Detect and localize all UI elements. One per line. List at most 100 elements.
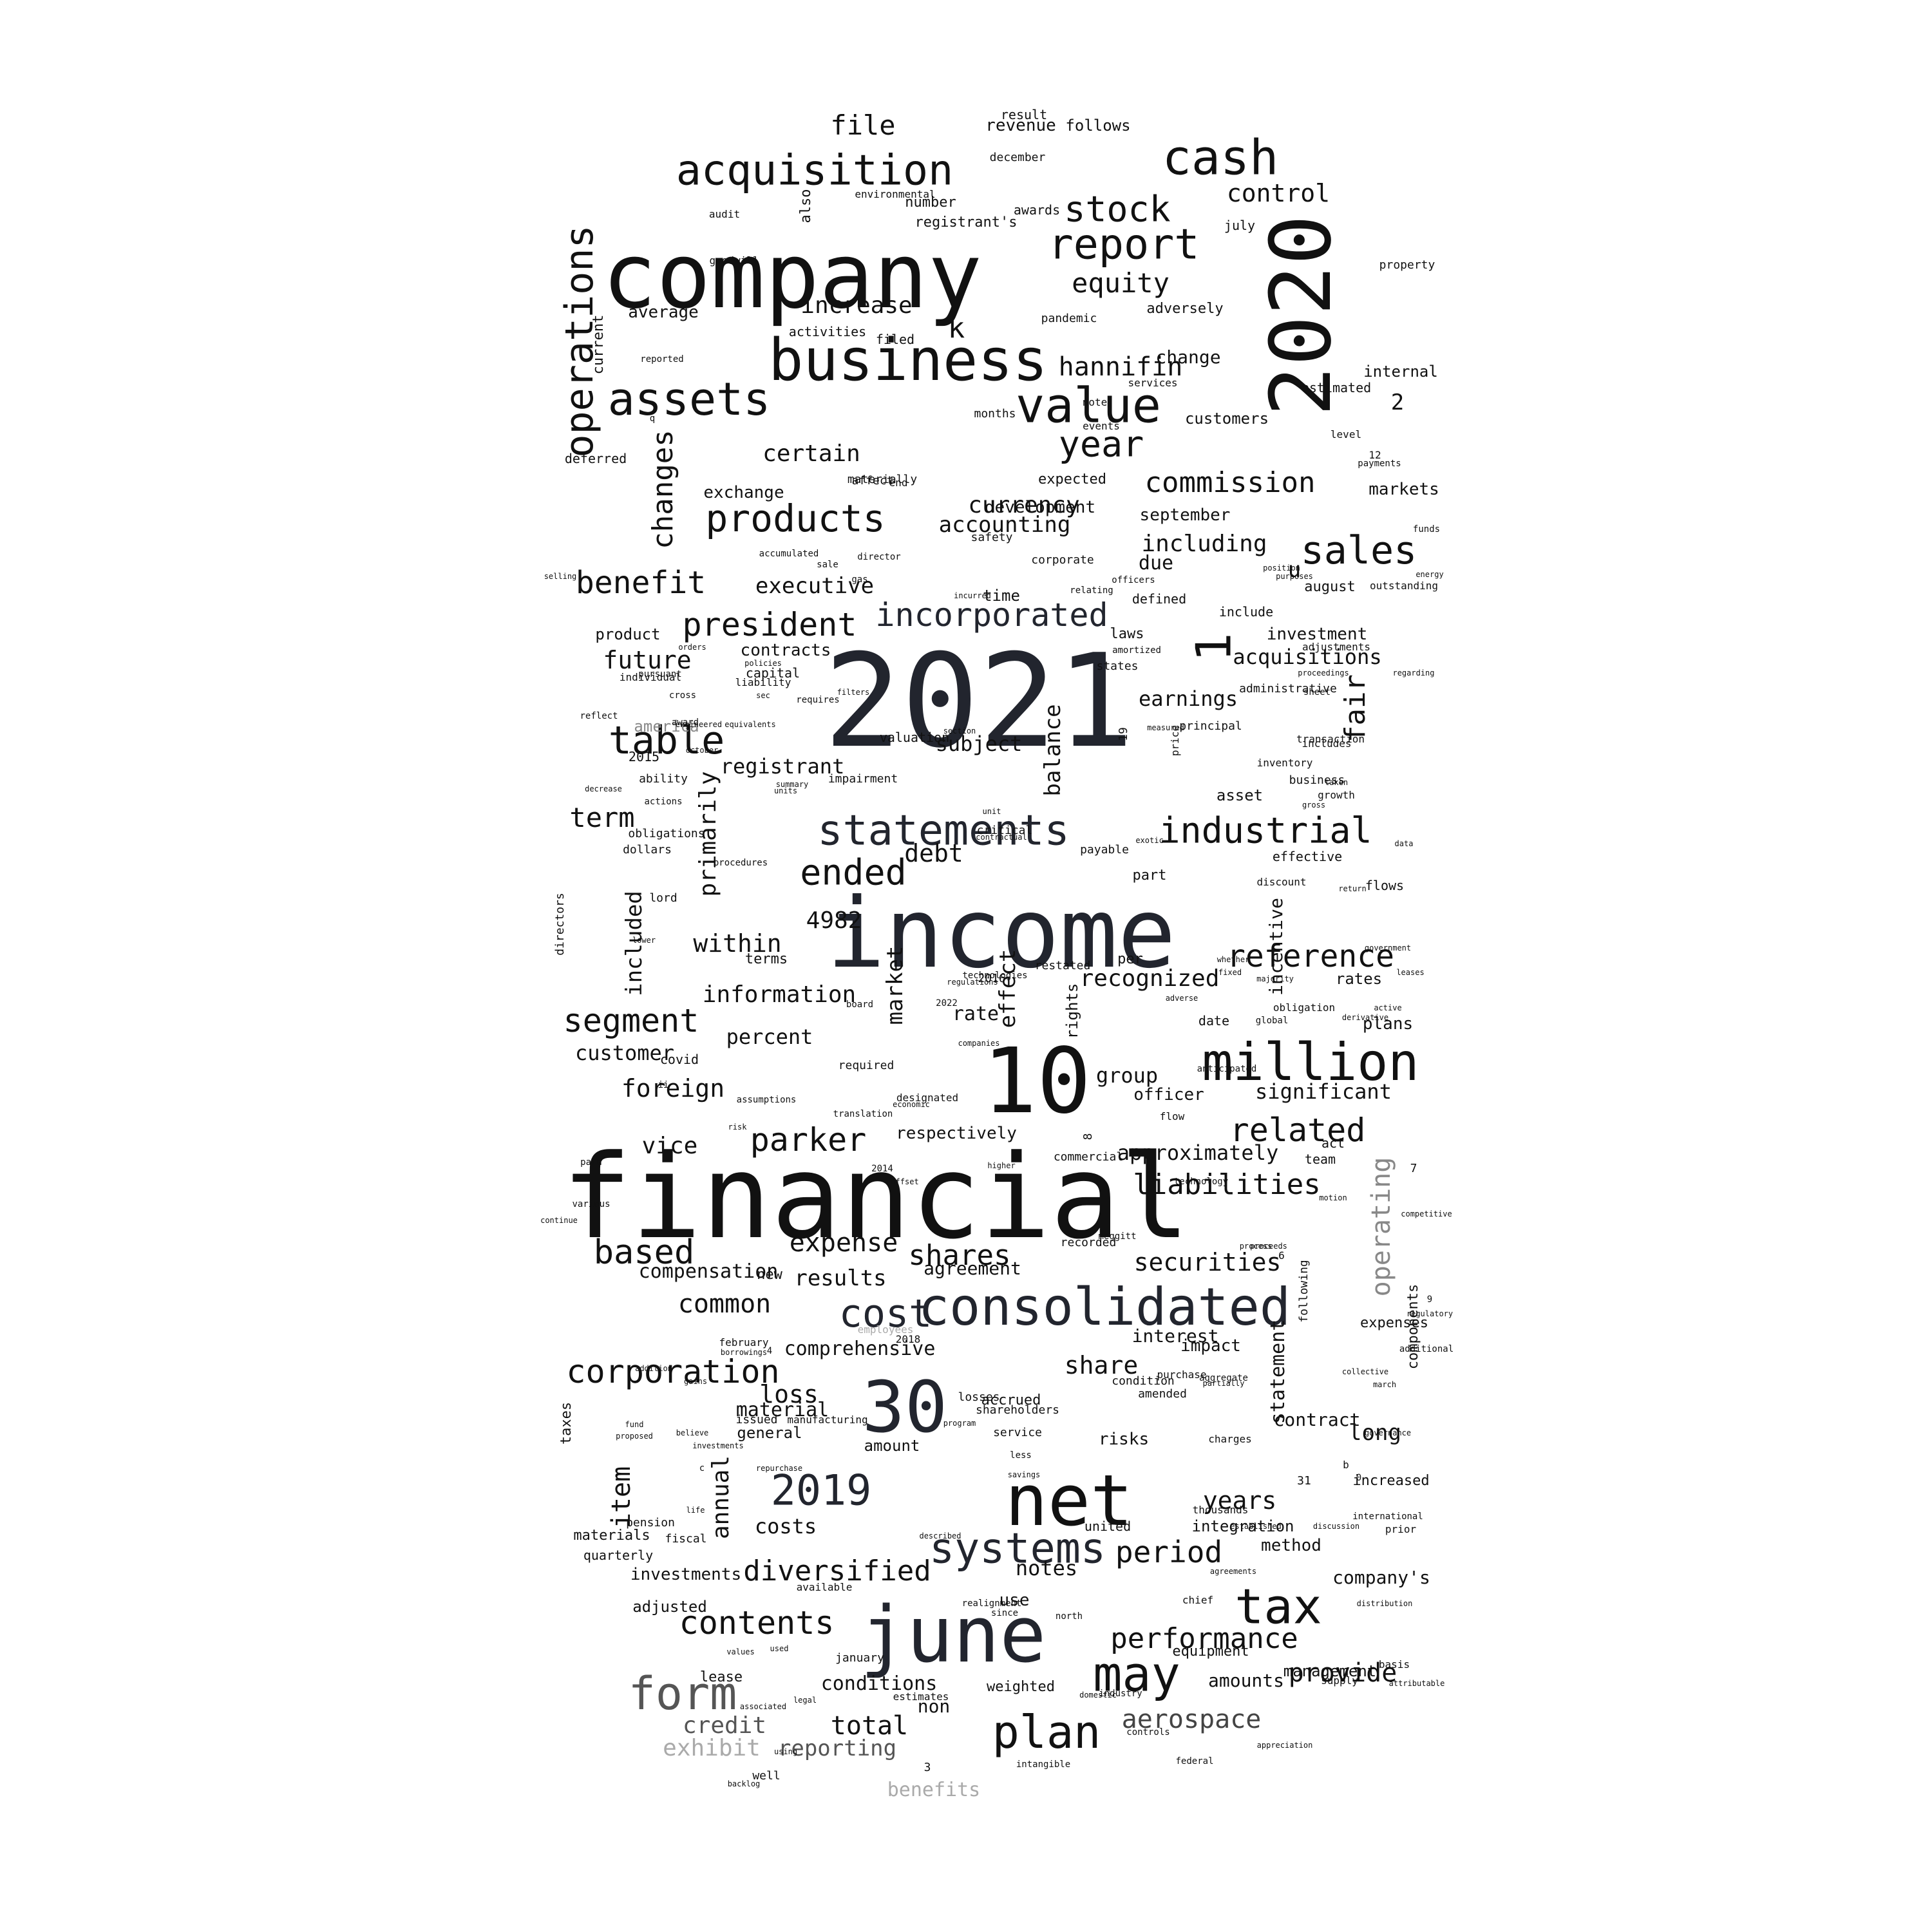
word-27: sales (1300, 528, 1417, 573)
word-15: tax (1235, 1578, 1322, 1635)
word-105: effect (995, 949, 1021, 1028)
word-247: america (634, 717, 699, 735)
word-183: growth (1318, 789, 1355, 801)
word-2: income (827, 878, 1176, 990)
word-127: method (1261, 1536, 1321, 1555)
word-374: contractual (976, 833, 1027, 842)
word-141: rates (1335, 970, 1383, 988)
word-217: losses (958, 1390, 1000, 1404)
word-322: established (1230, 1522, 1282, 1531)
word-92: benefits (887, 1779, 981, 1801)
word-214: shareholders (975, 1403, 1060, 1417)
word-356: borrowings (720, 1348, 768, 1357)
word-257: technology (1173, 1177, 1229, 1187)
word-260: various (572, 1199, 611, 1209)
word-44: period (1115, 1535, 1223, 1569)
word-154: awards (1013, 202, 1061, 218)
word-36: parker (750, 1121, 867, 1159)
word-3: company (601, 224, 983, 329)
word-42: benefit (575, 565, 706, 601)
word-116: agreement (923, 1258, 1021, 1279)
word-212: amended (1138, 1387, 1187, 1401)
word-324: industry (1099, 1689, 1142, 1699)
word-171: end (889, 477, 908, 489)
word-97: conditions (820, 1672, 938, 1695)
word-47: liabilities (1133, 1168, 1321, 1201)
word-215: issued (735, 1413, 778, 1426)
word-228: available (796, 1581, 853, 1593)
word-390: companies (958, 1039, 1000, 1048)
word-43: based (593, 1233, 695, 1272)
word-147: weighted (987, 1679, 1055, 1695)
word-351: using (773, 1747, 798, 1756)
word-271: gains (683, 1377, 708, 1386)
word-59: securities (1133, 1248, 1282, 1276)
word-161: estimated (1301, 380, 1372, 395)
word-330: federal (1175, 1756, 1214, 1766)
word-312: ii (658, 1080, 669, 1090)
word-306: flow (1159, 1110, 1185, 1122)
word-158: pandemic (1041, 312, 1097, 325)
word-204: global (1255, 1016, 1289, 1026)
word-203: obligation (1273, 1001, 1336, 1014)
word-144: increased (1352, 1473, 1430, 1489)
word-77: subject (935, 732, 1023, 756)
word-30: stock (1064, 188, 1171, 230)
word-293: administrative (1239, 682, 1337, 696)
word-382: government (1364, 943, 1412, 952)
word-366: regarding (1392, 668, 1435, 677)
word-208: recorded (1060, 1236, 1117, 1249)
word-367: orders (678, 643, 706, 652)
word-274: note (1082, 396, 1108, 408)
word-87: annual (708, 1455, 734, 1540)
word-136: average (628, 303, 699, 322)
word-148: non (917, 1696, 951, 1717)
word-384: data (1394, 839, 1414, 848)
word-38: president (682, 606, 857, 643)
word-195: dollars (623, 843, 672, 857)
word-304: sale (817, 560, 838, 570)
word-317: actions (644, 797, 683, 807)
word-76: accounting (938, 512, 1071, 538)
word-69: term (569, 802, 635, 833)
word-307: valuation (879, 730, 950, 745)
word-353: used (770, 1644, 789, 1653)
word-316: c (699, 1463, 705, 1473)
word-178: states (1096, 659, 1139, 673)
word-349: discussion (1312, 1522, 1360, 1531)
word-112: 4982 (806, 907, 862, 934)
word-104: market (882, 945, 908, 1025)
word-49: aerospace (1121, 1705, 1262, 1734)
word-164: also (798, 189, 814, 223)
word-280: q (649, 413, 656, 424)
word-313: b (1343, 1459, 1349, 1471)
word-264: award (671, 717, 699, 728)
word-242: employees (857, 1323, 914, 1336)
word-289: 2022 (936, 998, 958, 1009)
word-263: reflect (580, 711, 618, 721)
word-200: covid (659, 1052, 699, 1067)
word-258: paid (580, 1157, 602, 1168)
word-288: technologies (962, 971, 1028, 981)
word-170: affect (851, 474, 894, 488)
word-64: including (1141, 531, 1267, 557)
word-129: adjusted (632, 1598, 707, 1616)
word-86: comprehensive (784, 1338, 936, 1360)
word-113: compensation (638, 1260, 779, 1283)
word-370: decrease (585, 784, 622, 793)
word-108: statement (1267, 1319, 1289, 1425)
word-115: interest (1132, 1325, 1219, 1347)
word-126: amounts (1208, 1670, 1285, 1691)
word-265: procedures (713, 858, 768, 868)
word-284: funds (1412, 524, 1441, 535)
word-272: fund (625, 1420, 644, 1429)
word-13: cash (1162, 129, 1279, 186)
word-275: events (1083, 420, 1120, 432)
word-378: exotic (1135, 836, 1164, 845)
word-52: equity (1072, 267, 1170, 299)
word-220: 31 (1297, 1474, 1311, 1488)
word-51: file (830, 109, 896, 141)
word-37: related (1229, 1112, 1366, 1149)
word-145: taxes (558, 1401, 574, 1445)
word-137: product (595, 625, 661, 643)
